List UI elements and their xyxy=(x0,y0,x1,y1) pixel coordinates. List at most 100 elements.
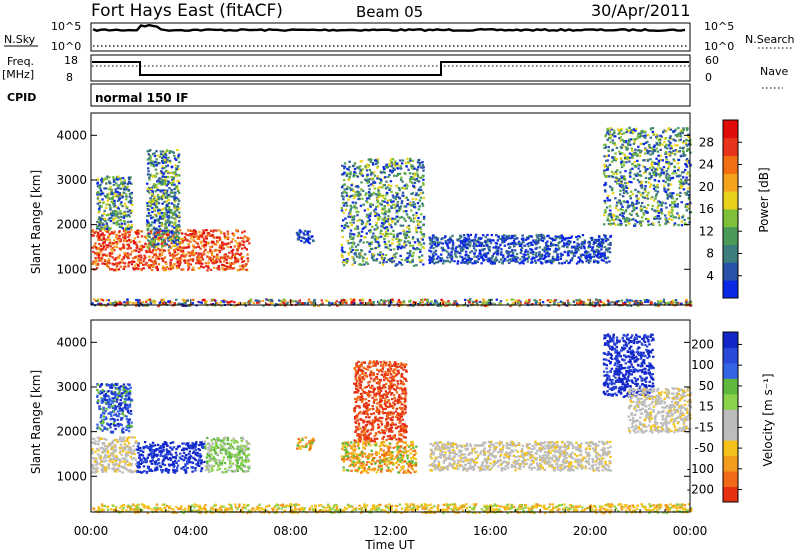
power-cell xyxy=(96,225,99,228)
power-cell xyxy=(148,267,151,270)
power-cell xyxy=(173,210,177,213)
power-cell xyxy=(94,230,98,233)
power-cell xyxy=(416,202,420,205)
power-cell xyxy=(419,185,422,189)
power-cell xyxy=(643,299,647,302)
power-cell xyxy=(177,302,180,306)
power-cell xyxy=(163,180,167,183)
power-cell xyxy=(428,258,431,262)
power-cell xyxy=(196,258,199,262)
power-cell xyxy=(603,183,606,187)
power-cell xyxy=(434,299,437,302)
power-cell xyxy=(142,260,145,263)
power-cell xyxy=(212,303,215,306)
power-cell xyxy=(174,191,177,194)
power-cell xyxy=(609,209,612,212)
power-cell xyxy=(149,159,152,162)
power-cell xyxy=(448,241,451,244)
power-cell xyxy=(127,213,130,217)
power-cell xyxy=(184,232,187,235)
power-cell xyxy=(148,249,151,252)
power-cell xyxy=(127,254,130,257)
power-cell xyxy=(685,192,688,195)
power-cell xyxy=(628,138,631,142)
power-cell xyxy=(416,168,419,171)
power-cell xyxy=(359,302,362,305)
power-cell xyxy=(403,205,406,208)
power-cell xyxy=(115,234,118,237)
power-cell xyxy=(681,130,684,133)
power-cell xyxy=(526,250,530,253)
power-cell xyxy=(218,259,222,262)
power-cell xyxy=(231,238,235,241)
power-cell xyxy=(121,233,124,236)
power-cell xyxy=(161,257,164,260)
power-cell xyxy=(657,301,660,304)
power-cell xyxy=(213,243,216,246)
power-cell xyxy=(447,252,451,255)
power-cell xyxy=(173,188,176,191)
power-cell xyxy=(164,223,167,226)
power-cell xyxy=(154,160,157,163)
power-cell xyxy=(469,260,472,263)
power-cell xyxy=(109,193,113,196)
power-cell xyxy=(656,167,659,170)
power-cell xyxy=(390,301,393,304)
power-cell xyxy=(685,298,688,301)
power-cell xyxy=(620,181,623,185)
power-cell xyxy=(407,235,410,239)
power-cell xyxy=(176,165,180,168)
power-cell xyxy=(376,197,379,200)
power-cell xyxy=(182,246,186,249)
power-cell xyxy=(535,243,538,246)
power-cell xyxy=(349,232,352,235)
power-cell xyxy=(467,240,470,243)
power-cell xyxy=(356,249,359,252)
power-cell xyxy=(365,261,368,264)
power-cell xyxy=(674,216,677,219)
power-cell xyxy=(241,265,244,268)
power-cell xyxy=(415,231,418,234)
power-cell xyxy=(407,240,410,243)
power-cell xyxy=(500,253,503,256)
power-cell xyxy=(369,241,372,245)
power-cell xyxy=(687,207,691,210)
power-cell xyxy=(620,175,623,178)
power-cell xyxy=(604,174,607,177)
power-cell xyxy=(550,237,554,240)
power-cell xyxy=(412,220,415,223)
power-cell xyxy=(619,136,623,139)
power-cell xyxy=(157,247,160,250)
power-cell xyxy=(396,195,400,198)
power-cell xyxy=(199,247,202,250)
power-cell xyxy=(443,260,447,263)
power-cell xyxy=(632,203,635,206)
power-cell xyxy=(668,152,672,155)
power-cell xyxy=(649,136,652,139)
power-cell xyxy=(682,154,685,157)
power-cell xyxy=(146,202,149,205)
power-cell xyxy=(97,234,100,237)
power-cell xyxy=(236,252,240,255)
power-cell xyxy=(629,143,632,146)
power-cell xyxy=(175,158,178,161)
power-cell xyxy=(552,243,556,246)
power-cell xyxy=(405,232,408,235)
power-cell xyxy=(647,181,651,184)
power-cell xyxy=(345,192,348,195)
power-heatmap-cells xyxy=(91,126,693,308)
power-cell xyxy=(313,298,316,302)
power-cell xyxy=(122,229,126,232)
power-cell xyxy=(170,183,174,187)
power-cell xyxy=(671,152,674,155)
power-cell xyxy=(688,195,691,198)
power-cell xyxy=(115,246,119,249)
power-cell xyxy=(612,172,616,175)
power-cell xyxy=(174,205,178,208)
power-cell xyxy=(585,252,588,255)
power-cell xyxy=(454,300,458,303)
power-cell xyxy=(125,243,129,246)
power-cell xyxy=(99,189,103,192)
power-cell xyxy=(97,218,101,221)
power-cell xyxy=(655,147,658,150)
